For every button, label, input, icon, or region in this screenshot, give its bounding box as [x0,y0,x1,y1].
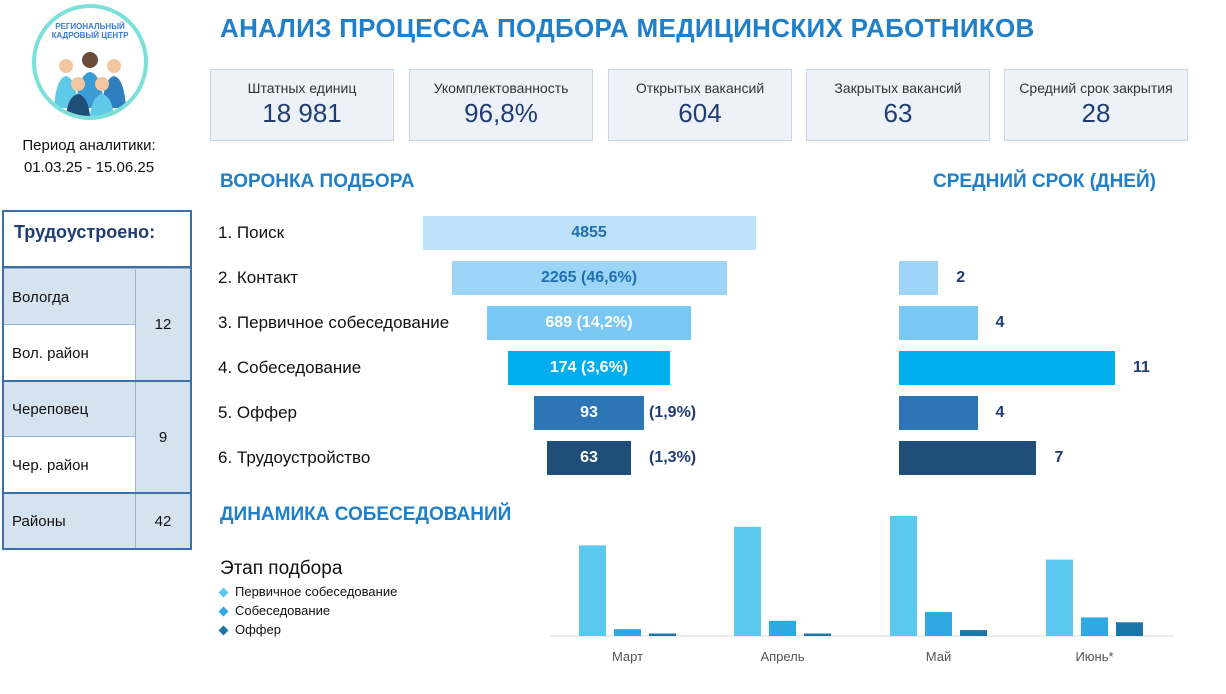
legend-marker-icon [218,625,229,636]
x-tick-label: Апрель [760,649,804,664]
dynamics-bar [890,516,917,636]
period-label: Период аналитики: [22,137,156,154]
dynamics-bar [960,630,987,636]
legend-title: Этап подбора [220,558,343,579]
city-cell: Вологда [4,269,136,325]
logo: РЕГИОНАЛЬНЫЙ КАДРОВЫЙ ЦЕНТР [32,4,148,120]
kpi-value: 28 [1081,98,1111,128]
avg-days-value: 2 [956,269,966,286]
dynamics-bar [1046,559,1073,636]
dynamics-bar [925,612,952,636]
kpi-value: 18 981 [262,98,342,128]
kpi-label: Открытых вакансий [635,80,765,96]
avg-days-bar [899,441,1037,475]
kpi-label: Укомплектованность [433,80,569,96]
funnel-bar [508,351,670,385]
legend-label: Первичное собеседование [235,584,398,599]
funnel-bar [451,261,727,295]
kpi-card: Средний срок закрытия 28 [1004,69,1188,141]
funnel-bar [534,396,644,430]
funnel-value-label: 4855 [571,224,607,241]
city-cell: Вол. район [4,325,136,381]
table-row: Чер. район [4,436,190,493]
avg-days-value: 11 [1133,359,1150,376]
funnel-bar [487,306,691,340]
funnel-stage-label: 4. Собеседование [218,358,362,377]
funnel-bar [422,216,756,250]
x-tick-label: Июнь* [1075,649,1113,664]
dynamics-bar [769,620,796,636]
legend-item: Собеседование [218,603,331,618]
funnel-section-title: ВОРОНКА ПОДБОРА [220,171,415,192]
avg-days-bar [899,396,978,430]
funnel-value-label: 63 [580,449,598,466]
legend-item: Оффер [218,622,281,637]
page-title: АНАЛИЗ ПРОЦЕССА ПОДБОРА МЕДИЦИНСКИХ РАБО… [220,13,1035,43]
dynamics-bar [579,545,606,636]
dynamics-chart: Март Апрель Май Июнь* [550,516,1174,664]
period-range: 01.03.25 - 15.06.25 [23,159,155,176]
dynamics-bar [649,633,676,636]
dynamics-bar [804,633,831,636]
avg-days-bar [899,261,939,295]
legend-label: Собеседование [235,603,331,618]
funnel-stage-label: 1. Поиск [218,223,285,242]
employed-table: Трудоустроено: Вологда Вол. район 12 Чер… [2,210,192,550]
logo-line-2: КАДРОВЫЙ ЦЕНТР [51,31,129,40]
count-cell: 42 [136,492,190,548]
avg-days-section-title: СРЕДНИЙ СРОК (ДНЕЙ) [933,171,1156,192]
avg-days-value: 4 [995,314,1005,331]
funnel-percent-label: (1,9%) [649,404,697,421]
funnel-stage-label: 5. Оффер [218,403,298,422]
legend-label: Оффер [235,622,281,637]
kpi-label: Штатных единиц [247,80,357,96]
avg-days-bar [899,306,978,340]
logo-line-1: РЕГИОНАЛЬНЫЙ [55,22,125,31]
funnel-value-label: 174 (3,6%) [549,359,629,376]
legend-marker-icon [218,587,229,598]
funnel-value-label: 93 [580,404,598,421]
table-row: Вол. район [4,324,190,381]
x-tick-label: Март [612,649,643,664]
avg-days-value: 7 [1054,449,1064,466]
count-cell: 12 [136,268,190,380]
legend-item: Первичное собеседование [218,584,398,599]
count-cell: 9 [136,380,190,492]
avg-days-value: 4 [995,404,1005,421]
dynamics-bar [1081,617,1108,636]
funnel-value-label: 2265 (46,6%) [540,269,638,286]
funnel-stage-label: 6. Трудоустройство [218,448,371,467]
kpi-label: Закрытых вакансий [834,80,962,96]
dynamics-bar [614,629,641,636]
dynamics-bar [1116,622,1143,636]
funnel-bar [547,441,631,475]
legend-marker-icon [218,606,229,617]
funnel-stage-label: 2. Контакт [218,268,299,287]
kpi-card: Штатных единиц 18 981 [210,69,394,141]
x-tick-label: Май [926,649,951,664]
kpi-value: 604 [678,98,722,128]
kpi-value: 63 [883,98,913,128]
kpi-label: Средний срок закрытия [1019,80,1173,96]
avg-days-bar [899,351,1115,385]
logo-text: РЕГИОНАЛЬНЫЙ КАДРОВЫЙ ЦЕНТР [36,22,144,40]
city-cell: Районы [4,494,136,548]
dynamics-bar [734,526,761,636]
funnel-stage-label: 3. Первичное собеседование [218,313,450,332]
kpi-card: Закрытых вакансий 63 [806,69,990,141]
kpi-card: Укомплектованность 96,8% [409,69,593,141]
dynamics-section-title: ДИНАМИКА СОБЕСЕДОВАНИЙ [220,504,512,525]
kpi-card: Открытых вакансий 604 [608,69,792,141]
funnel-value-label: 689 (14,2%) [545,314,633,331]
employed-title: Трудоустроено: [4,212,190,268]
funnel-percent-label: (1,3%) [649,449,697,466]
city-cell: Чер. район [4,437,136,493]
medics-illustration [54,52,126,116]
kpi-value: 96,8% [464,98,538,128]
city-cell: Череповец [4,382,136,436]
